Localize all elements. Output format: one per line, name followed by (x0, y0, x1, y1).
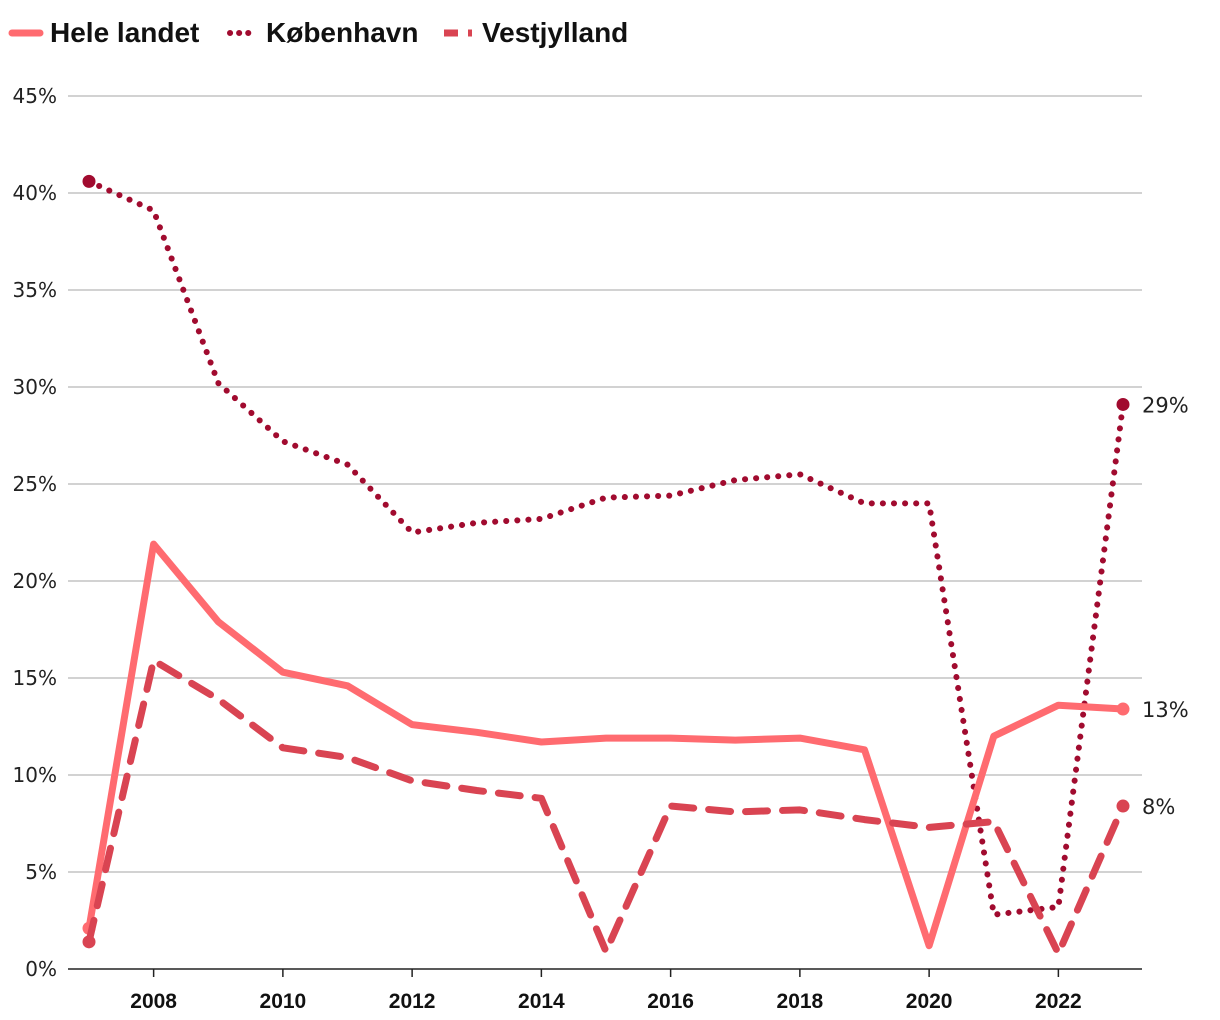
x-tick-label: 2012 (389, 990, 436, 1013)
y-axis-tick-labels: 0% 5% 10% 15% 20% 25% 30% 35% 40% 45% (13, 84, 57, 981)
end-value-label: 8% (1142, 795, 1175, 819)
y-tick-label: 15% (13, 666, 57, 690)
start-marker (82, 174, 96, 188)
end-value-label: 29% (1142, 393, 1189, 417)
legend-label: Vestjylland (482, 17, 628, 48)
legend-label: Hele landet (50, 17, 199, 48)
series-lines (82, 174, 1130, 957)
series-line-2 (85, 657, 1127, 957)
end-labels: 29% 13% 8% (1142, 393, 1189, 819)
series-line-0 (85, 540, 1124, 950)
x-tick-label: 2008 (130, 990, 177, 1013)
y-tick-label: 20% (13, 569, 57, 593)
x-tick-label: 2016 (647, 990, 694, 1013)
y-tick-label: 35% (13, 278, 57, 302)
y-tick-label: 10% (13, 763, 57, 787)
legend: Hele landet København Vestjylland (8, 17, 628, 48)
y-tick-label: 5% (25, 860, 57, 884)
end-marker (1116, 397, 1130, 411)
legend-label: København (266, 17, 418, 48)
y-tick-label: 0% (25, 957, 57, 981)
end-marker (1116, 799, 1130, 813)
x-tick-label: 2010 (260, 990, 307, 1013)
end-marker (1116, 702, 1130, 716)
x-tick-label: 2018 (777, 990, 824, 1013)
x-tick-label: 2020 (906, 990, 953, 1013)
y-tick-label: 25% (13, 472, 57, 496)
start-marker (82, 935, 96, 949)
end-value-label: 13% (1142, 698, 1189, 722)
x-tick-label: 2022 (1035, 990, 1082, 1013)
gridlines (68, 95, 1142, 970)
y-tick-label: 45% (13, 84, 57, 108)
x-tick-label: 2014 (518, 990, 565, 1013)
y-tick-label: 40% (13, 181, 57, 205)
x-axis: 2008 2010 2012 2014 2016 2018 2020 2022 (130, 969, 1082, 1013)
y-tick-label: 30% (13, 375, 57, 399)
series-line-1 (86, 178, 1126, 918)
